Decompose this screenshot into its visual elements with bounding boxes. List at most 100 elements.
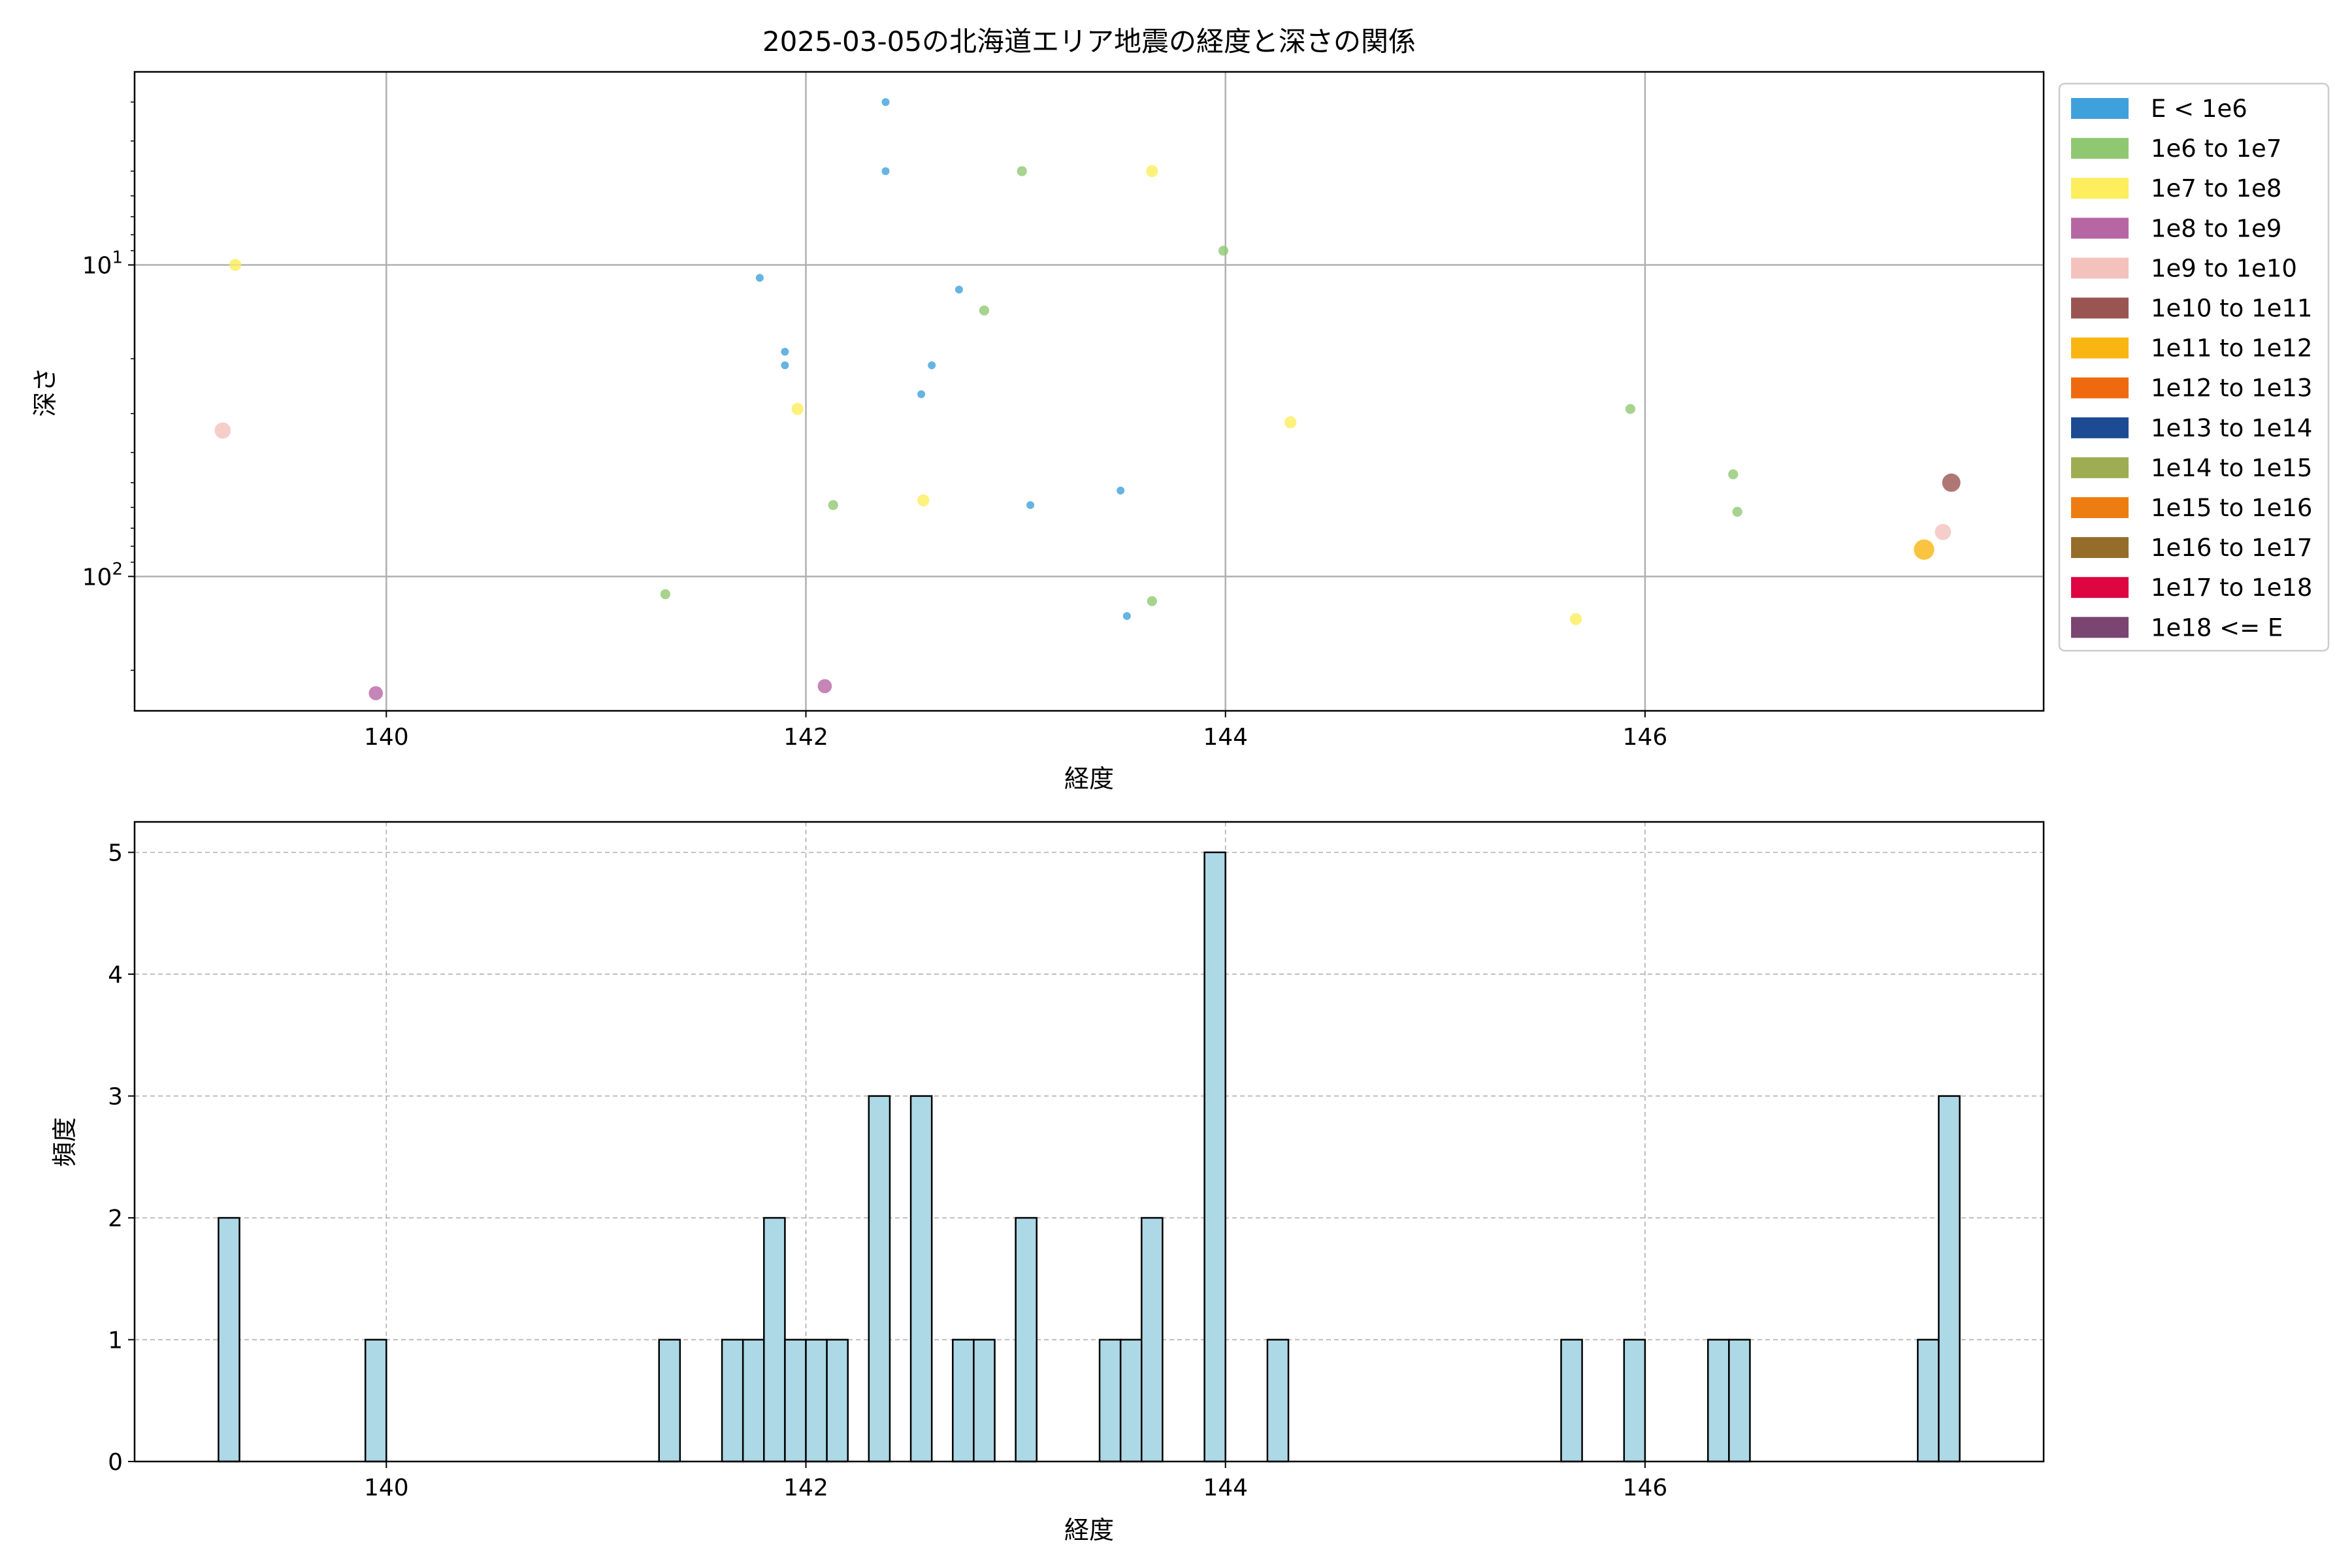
legend-swatch bbox=[2071, 98, 2129, 119]
histogram-bar bbox=[973, 1339, 996, 1463]
scatter-point bbox=[1026, 501, 1035, 510]
scatter-point bbox=[881, 167, 890, 175]
scatter-point bbox=[1218, 246, 1229, 256]
scatter-point bbox=[881, 98, 890, 106]
scatter-point bbox=[1284, 416, 1297, 429]
scatter-point bbox=[1147, 596, 1157, 606]
scatter-point bbox=[781, 361, 789, 370]
histogram-bar bbox=[1938, 1095, 1961, 1463]
legend-swatch bbox=[2071, 537, 2129, 559]
histogram-x-tick-label: 144 bbox=[1203, 1475, 1248, 1501]
scatter-y-axis-label: 深さ bbox=[31, 367, 59, 417]
legend-label: 1e7 to 1e8 bbox=[2151, 174, 2281, 203]
histogram-ticks: 140 142 144 146 0 1 2 3 4 5 bbox=[108, 840, 1667, 1501]
histogram-y-tick-label: 0 bbox=[108, 1449, 123, 1476]
legend-label: 1e9 to 1e10 bbox=[2151, 254, 2297, 282]
legend-swatch bbox=[2071, 577, 2129, 598]
legend-label: 1e8 to 1e9 bbox=[2151, 214, 2281, 242]
scatter-point bbox=[1728, 469, 1739, 480]
scatter-title: 2025-03-05の北海道エリア地震の経度と深さの関係 bbox=[762, 25, 1416, 57]
scatter-point bbox=[214, 422, 231, 439]
histogram-bar bbox=[364, 1339, 387, 1463]
histogram-bar bbox=[1623, 1339, 1646, 1463]
legend-swatch bbox=[2071, 377, 2129, 399]
histogram-x-tick-label: 142 bbox=[783, 1475, 828, 1501]
scatter-ticks: 140 142 144 146 101 102 bbox=[82, 101, 1668, 751]
scatter-y-tick-label: 101 bbox=[82, 248, 123, 280]
scatter-gridlines bbox=[135, 72, 2044, 711]
legend-swatch bbox=[2071, 497, 2129, 518]
scatter-point bbox=[229, 259, 242, 271]
scatter-point bbox=[1942, 473, 1961, 492]
histogram-bar bbox=[1119, 1339, 1143, 1463]
histogram-plot-frame bbox=[133, 821, 2045, 1463]
scatter-point bbox=[928, 361, 936, 370]
scatter-point bbox=[1935, 523, 1952, 540]
legend-label: 1e10 to 1e11 bbox=[2151, 295, 2312, 323]
scatter-point bbox=[1914, 539, 1935, 560]
histogram-bar bbox=[658, 1339, 681, 1463]
scatter-point bbox=[791, 402, 804, 416]
histogram-bar bbox=[763, 1217, 786, 1463]
scatter-point bbox=[1122, 612, 1131, 620]
scatter-point bbox=[1017, 166, 1027, 176]
histogram-y-tick-label: 3 bbox=[108, 1084, 123, 1111]
histogram-bar bbox=[952, 1339, 975, 1463]
legend-swatch bbox=[2071, 218, 2129, 239]
legend-label: 1e12 to 1e13 bbox=[2151, 374, 2312, 402]
legend-swatch bbox=[2071, 457, 2129, 478]
histogram-bar bbox=[784, 1339, 807, 1463]
scatter-panel: 2025-03-05の北海道エリア地震の経度と深さの関係 140 142 144 14… bbox=[31, 25, 2045, 793]
legend: E < 1e6 1e6 to 1e7 1e7 to 1e8 1e8 to 1e9 1e9… bbox=[2058, 82, 2330, 652]
histogram-x-axis-label: 経度 bbox=[1064, 1516, 1114, 1544]
scatter-plot-frame bbox=[133, 71, 2045, 712]
scatter-point bbox=[917, 390, 926, 399]
legend-swatch bbox=[2071, 257, 2129, 279]
scatter-point bbox=[755, 274, 764, 282]
legend-label: 1e6 to 1e7 bbox=[2151, 135, 2281, 163]
histogram-bar bbox=[1098, 1339, 1122, 1463]
scatter-points bbox=[214, 98, 1961, 700]
histogram-panel: 140 142 144 146 0 1 2 3 4 5 経度 頻度 bbox=[50, 821, 2045, 1544]
histogram-x-tick-label: 146 bbox=[1623, 1475, 1668, 1501]
histogram-bar bbox=[826, 1339, 849, 1463]
legend-label: 1e15 to 1e16 bbox=[2151, 494, 2312, 522]
scatter-point bbox=[1732, 506, 1742, 517]
scatter-point bbox=[1117, 486, 1125, 495]
histogram-y-tick-label: 4 bbox=[108, 962, 123, 988]
histogram-y-axis-label: 頻度 bbox=[50, 1117, 79, 1167]
scatter-point bbox=[1569, 613, 1582, 625]
scatter-point bbox=[368, 686, 384, 700]
scatter-x-tick-label: 146 bbox=[1623, 724, 1668, 751]
histogram-bar bbox=[1203, 851, 1226, 1463]
histogram-bar bbox=[1707, 1339, 1730, 1463]
histogram-bar bbox=[1728, 1339, 1751, 1463]
histogram-bar bbox=[742, 1339, 765, 1463]
scatter-point bbox=[660, 589, 670, 600]
legend-swatch bbox=[2071, 617, 2129, 638]
scatter-y-tick-label: 102 bbox=[82, 559, 123, 591]
histogram-bar bbox=[868, 1095, 891, 1463]
legend-label: 1e17 to 1e18 bbox=[2151, 574, 2312, 602]
legend-swatch bbox=[2071, 178, 2129, 199]
scatter-point bbox=[1146, 165, 1158, 178]
legend-frame bbox=[2058, 82, 2330, 652]
scatter-point bbox=[955, 286, 963, 294]
scatter-point bbox=[828, 500, 838, 510]
legend-label: 1e18 <= E bbox=[2151, 613, 2283, 642]
histogram-bar bbox=[1266, 1339, 1290, 1463]
scatter-point bbox=[917, 494, 930, 507]
histogram-x-tick-label: 140 bbox=[364, 1475, 409, 1501]
legend-label: 1e11 to 1e12 bbox=[2151, 335, 2312, 363]
histogram-y-tick-label: 2 bbox=[108, 1205, 123, 1232]
histogram-bar bbox=[721, 1339, 744, 1463]
scatter-point bbox=[817, 679, 832, 694]
legend-swatch bbox=[2071, 417, 2129, 438]
scatter-x-tick-label: 140 bbox=[364, 724, 409, 751]
scatter-x-axis-label: 経度 bbox=[1064, 764, 1114, 793]
scatter-point bbox=[781, 348, 789, 356]
scatter-point bbox=[979, 305, 990, 316]
legend-label: E < 1e6 bbox=[2151, 95, 2247, 123]
